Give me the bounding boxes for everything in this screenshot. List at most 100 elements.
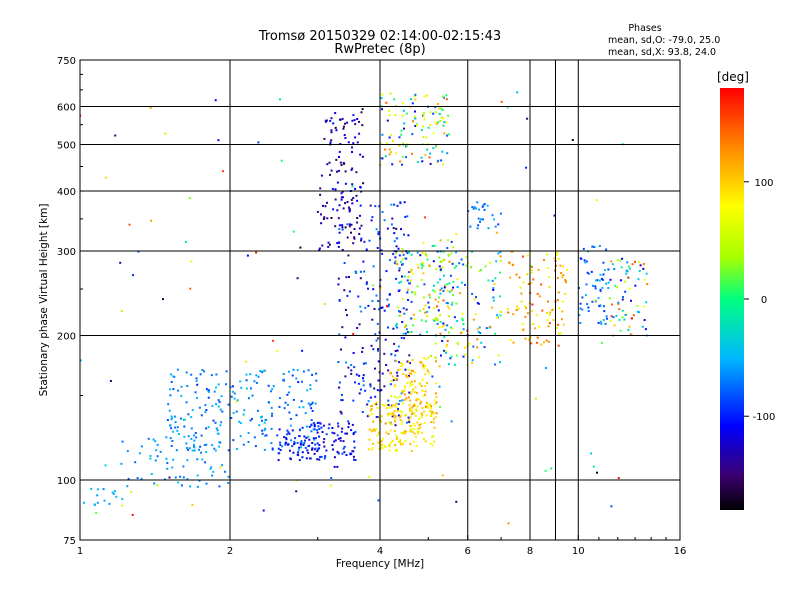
data-point [308, 457, 311, 460]
data-point [556, 299, 559, 301]
data-point [372, 284, 375, 287]
data-point [353, 440, 356, 443]
data-point [393, 240, 396, 243]
data-point [499, 314, 502, 317]
stats-heading: Phases [628, 23, 661, 34]
data-point [328, 423, 331, 426]
data-point [354, 270, 357, 273]
data-point [609, 319, 612, 322]
data-point [530, 268, 533, 271]
data-point [149, 106, 152, 109]
data-point [340, 348, 342, 351]
data-point [393, 232, 396, 235]
colorbar-label: [deg] [717, 70, 749, 84]
data-point [414, 93, 417, 96]
data-point [394, 420, 396, 423]
data-point [388, 136, 391, 139]
data-point [548, 322, 551, 325]
data-point [603, 269, 606, 272]
data-point [391, 413, 394, 416]
data-point [231, 385, 234, 388]
data-point [165, 457, 168, 460]
data-point [320, 426, 323, 429]
data-point [645, 272, 648, 275]
data-point [374, 205, 377, 208]
data-point [422, 363, 425, 366]
data-point [156, 484, 159, 487]
data-point [323, 303, 326, 305]
data-point [571, 139, 574, 141]
data-point [422, 241, 425, 244]
data-point [420, 267, 423, 270]
data-point [450, 240, 453, 243]
data-point [445, 94, 448, 97]
data-point [605, 282, 608, 285]
data-point [578, 314, 581, 316]
data-point [439, 289, 442, 292]
data-point [435, 401, 438, 404]
data-point [585, 260, 588, 263]
data-point [631, 317, 633, 320]
data-point [323, 438, 326, 441]
data-point [400, 422, 403, 425]
data-point [415, 445, 418, 447]
data-point [544, 469, 547, 472]
data-point [171, 466, 174, 469]
data-point [538, 325, 541, 328]
data-point [336, 170, 338, 173]
chart-title: Tromsø 20150329 02:14:00-02:15:43 [258, 29, 501, 44]
data-point [348, 422, 350, 425]
data-point [399, 260, 402, 263]
data-point [434, 298, 437, 301]
data-point [257, 375, 260, 378]
data-point [325, 433, 328, 436]
data-point [599, 288, 602, 291]
data-point [381, 437, 384, 440]
data-point [561, 310, 564, 313]
data-point [350, 223, 353, 226]
x-tick-label: 16 [674, 546, 687, 557]
data-point [337, 277, 340, 280]
data-point [422, 296, 425, 299]
data-point [309, 404, 312, 407]
data-point [435, 145, 438, 148]
data-point [108, 502, 111, 505]
data-point [405, 323, 407, 326]
data-point [314, 402, 317, 405]
data-point [295, 490, 298, 493]
data-point [464, 346, 467, 349]
data-point [416, 405, 419, 408]
data-point [321, 244, 324, 247]
data-point [422, 114, 425, 117]
data-point [403, 233, 405, 236]
data-point [336, 242, 339, 245]
data-point [414, 117, 417, 120]
data-point [338, 150, 341, 153]
data-point [420, 361, 423, 364]
data-point [235, 448, 238, 450]
data-point [500, 310, 502, 313]
data-point [411, 152, 414, 155]
data-point [413, 94, 416, 97]
data-point [172, 388, 175, 391]
data-point [447, 133, 450, 136]
data-point [318, 421, 321, 424]
data-point [284, 441, 287, 444]
data-point [173, 415, 176, 418]
data-point [392, 404, 395, 407]
data-point [377, 360, 380, 363]
data-point [538, 295, 541, 298]
data-point [419, 333, 422, 336]
data-point [421, 125, 424, 128]
data-point [398, 395, 401, 398]
data-point [375, 403, 378, 406]
data-point [499, 295, 501, 298]
data-point [188, 447, 191, 450]
data-point [596, 471, 598, 474]
data-point [401, 420, 404, 423]
data-point [456, 286, 459, 288]
data-point [586, 271, 589, 274]
data-point [318, 249, 321, 252]
data-point [221, 410, 224, 413]
data-point [379, 306, 382, 309]
